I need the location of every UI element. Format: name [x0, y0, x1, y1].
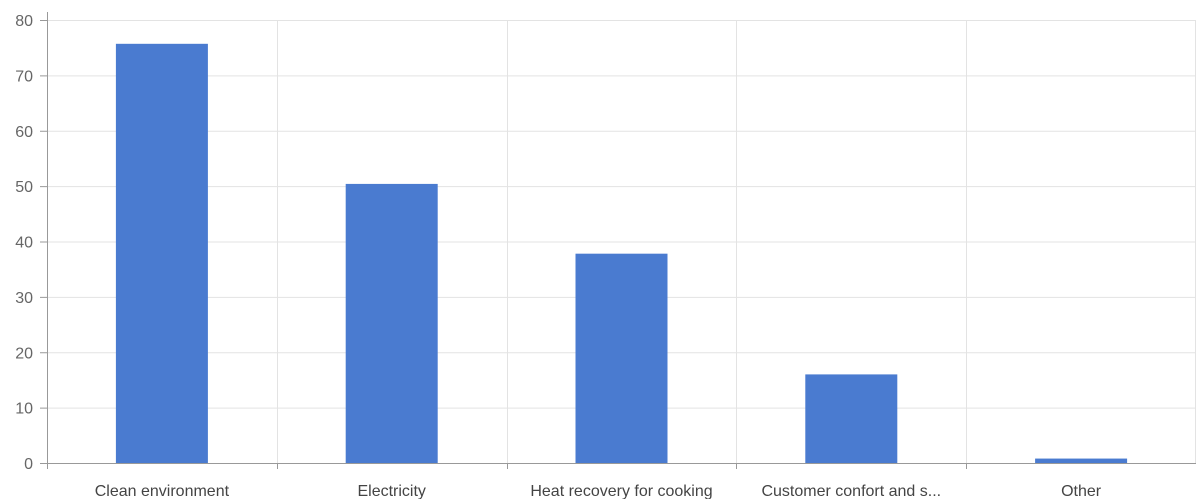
- y-tick-label: 80: [15, 13, 33, 30]
- x-tick-label: Customer confort and s...: [761, 483, 941, 499]
- axes: [40, 12, 1196, 469]
- y-tick-label: 20: [15, 345, 33, 362]
- bar: [345, 183, 438, 463]
- labels: 0 10 20 30 40 50 60 70 80 Clean environment Electr…: [15, 13, 1102, 499]
- y-tick-label: 0: [24, 456, 33, 473]
- y-tick-label: 40: [15, 235, 33, 252]
- x-tick-label: Clean environment: [95, 483, 230, 499]
- bar: [805, 374, 898, 463]
- x-tick-label: Other: [1061, 483, 1102, 499]
- bar: [1035, 458, 1128, 463]
- x-tick-label: Heat recovery for cooking: [530, 483, 712, 499]
- x-tick-label: Electricity: [357, 483, 425, 499]
- y-tick-label: 50: [15, 179, 33, 196]
- y-tick-label: 30: [15, 290, 33, 307]
- y-tick-label: 60: [15, 124, 33, 141]
- y-tick-label: 70: [15, 68, 33, 85]
- bars: [115, 43, 1128, 463]
- bar: [575, 253, 668, 463]
- y-tick-label: 10: [15, 401, 33, 418]
- bar: [115, 43, 208, 463]
